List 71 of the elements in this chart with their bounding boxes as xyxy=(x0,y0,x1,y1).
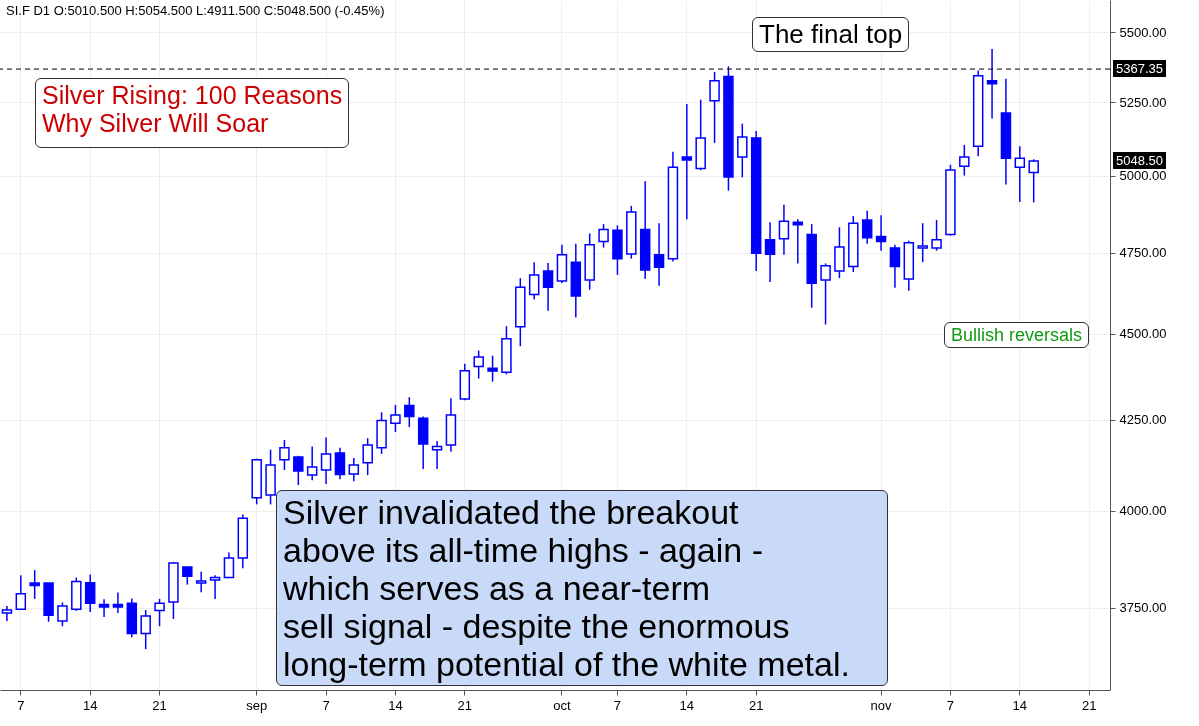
candlestick xyxy=(84,573,96,613)
candlestick xyxy=(306,445,318,482)
candlestick xyxy=(917,222,928,263)
y-tick-label: 5000.00 xyxy=(1119,168,1167,184)
annotation: The final top xyxy=(752,17,910,53)
candlestick xyxy=(154,598,165,627)
candlestick xyxy=(390,404,401,433)
candlestick xyxy=(764,221,776,283)
candlestick xyxy=(140,609,151,650)
candlestick xyxy=(487,354,498,383)
x-tick-label: 7 xyxy=(946,697,955,713)
candlestick xyxy=(362,437,373,476)
candlestick xyxy=(681,103,693,220)
candlestick xyxy=(195,570,207,593)
x-tick-label: 21 xyxy=(748,697,764,713)
candlestick xyxy=(57,601,68,627)
candlestick xyxy=(209,574,221,600)
candlestick xyxy=(653,222,665,287)
ref-line-label: 5367.35 xyxy=(1113,60,1166,78)
y-tick-label: 4000.00 xyxy=(1119,503,1167,519)
candlestick xyxy=(528,261,540,301)
annotation: Silver Rising: 100 Reasons Why Silver Will Soar xyxy=(35,78,350,148)
candlestick xyxy=(861,210,873,245)
candlestick xyxy=(1014,145,1026,203)
candlestick xyxy=(959,144,970,177)
x-tick-label: 7 xyxy=(17,697,25,713)
candlestick xyxy=(931,219,942,252)
y-tick-label: 5500.00 xyxy=(1119,24,1167,40)
candlestick xyxy=(98,598,110,618)
candlestick xyxy=(889,243,901,289)
candlestick xyxy=(279,439,290,471)
x-tick-label: nov xyxy=(870,697,893,713)
y-tick-label: 3750.00 xyxy=(1119,600,1167,616)
y-tick-label: 5250.00 xyxy=(1119,94,1167,110)
x-tick-label: 21 xyxy=(457,697,473,713)
candlestick xyxy=(542,262,554,312)
candlestick xyxy=(334,447,346,480)
x-tick-label: 21 xyxy=(1081,697,1097,713)
candlestick xyxy=(223,551,235,579)
y-tick-label: 4250.00 xyxy=(1119,412,1167,428)
candlestick xyxy=(29,569,40,600)
candlestick xyxy=(293,455,304,486)
candlestick xyxy=(320,436,332,485)
x-tick-label: 14 xyxy=(82,697,98,713)
x-tick-label: sep xyxy=(246,697,268,713)
annotation: Bullish reversals xyxy=(944,322,1090,349)
candlestick xyxy=(820,262,831,326)
candlestick xyxy=(709,71,720,144)
x-tick-label: 7 xyxy=(613,697,622,713)
y-tick-label: 4750.00 xyxy=(1119,245,1167,261)
x-tick-label: 7 xyxy=(322,697,330,713)
x-tick-label: 14 xyxy=(1012,697,1028,713)
candlestick xyxy=(473,349,484,380)
candlestick xyxy=(404,396,415,428)
x-tick-label: 14 xyxy=(679,697,695,713)
candlestick xyxy=(1028,158,1039,204)
annotation: Silver invalidated the breakout above its all-time highs - again - which serves as a near-term sell signal - despite the enormous long-term potential of the white metal. xyxy=(276,490,888,687)
chart-title: SI.F D1 O:5010.500 H:5054.500 L:4911.500 C:5048.500 (-0.45%) xyxy=(6,3,385,18)
candlestick xyxy=(15,574,27,611)
candlestick xyxy=(737,122,748,179)
candlestick xyxy=(778,203,790,256)
candlestick xyxy=(112,591,124,614)
text: 5048.50 xyxy=(1113,152,1166,169)
x-tick-label: 14 xyxy=(388,697,403,713)
x-tick-label: oct xyxy=(553,697,571,713)
candlestick xyxy=(875,214,887,252)
y-tick-label: 4500.00 xyxy=(1119,326,1167,342)
candlestick xyxy=(986,48,998,120)
candlestick xyxy=(598,223,609,249)
candlestick xyxy=(348,457,360,483)
x-tick-label: 21 xyxy=(152,697,167,713)
